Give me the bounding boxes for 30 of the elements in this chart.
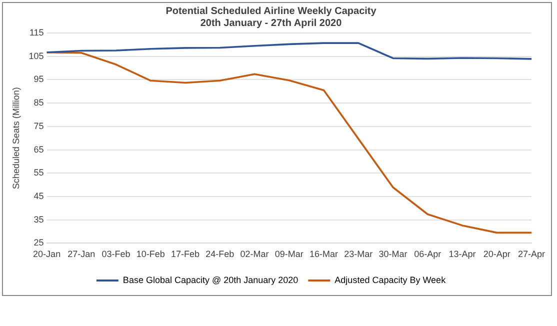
legend-label: Adjusted Capacity By Week — [334, 274, 446, 285]
x-tick-label: 10-Feb — [136, 249, 165, 260]
y-tick-label: 105 — [28, 50, 44, 61]
y-tick-label: 85 — [34, 98, 44, 108]
x-tick-label: 20-Apr — [483, 249, 510, 260]
y-tick-label: 45 — [34, 190, 44, 201]
x-tick-label: 02-Mar — [240, 249, 269, 260]
x-tick-label: 27-Apr — [518, 249, 545, 260]
chart-title: Potential Scheduled Airline Weekly Capacity — [166, 6, 377, 17]
x-tick-label: 06-Apr — [414, 249, 442, 260]
x-tick-label: 16-Mar — [310, 249, 338, 260]
y-tick-label: 65 — [34, 144, 44, 154]
chart-subtitle: 20th January - 27th April 2020 — [200, 18, 342, 29]
y-tick-label: 75 — [34, 120, 44, 131]
x-tick-label: 17-Feb — [171, 249, 200, 260]
y-tick-label: 115 — [29, 27, 44, 38]
x-tick-label: 20-Jan — [33, 249, 61, 260]
y-tick-label: 55 — [34, 168, 44, 178]
x-tick-label: 30-Mar — [378, 249, 408, 260]
x-tick-label: 27-Jan — [68, 249, 96, 260]
y-tick-label: 95 — [34, 74, 44, 84]
y-tick-label: 25 — [34, 238, 44, 248]
x-tick-label: 24-Feb — [206, 249, 234, 260]
x-tick-label: 13-Apr — [448, 249, 476, 260]
x-tick-label: 09-Mar — [274, 249, 304, 260]
legend-label: Base Global Capacity @ 20th January 2020 — [122, 274, 298, 285]
x-tick-label: 03-Feb — [102, 249, 130, 260]
y-tick-label: 35 — [34, 214, 44, 224]
x-tick-label: 23-Mar — [344, 249, 373, 260]
y-axis-title: Scheduled Seats (Million) — [10, 87, 21, 190]
